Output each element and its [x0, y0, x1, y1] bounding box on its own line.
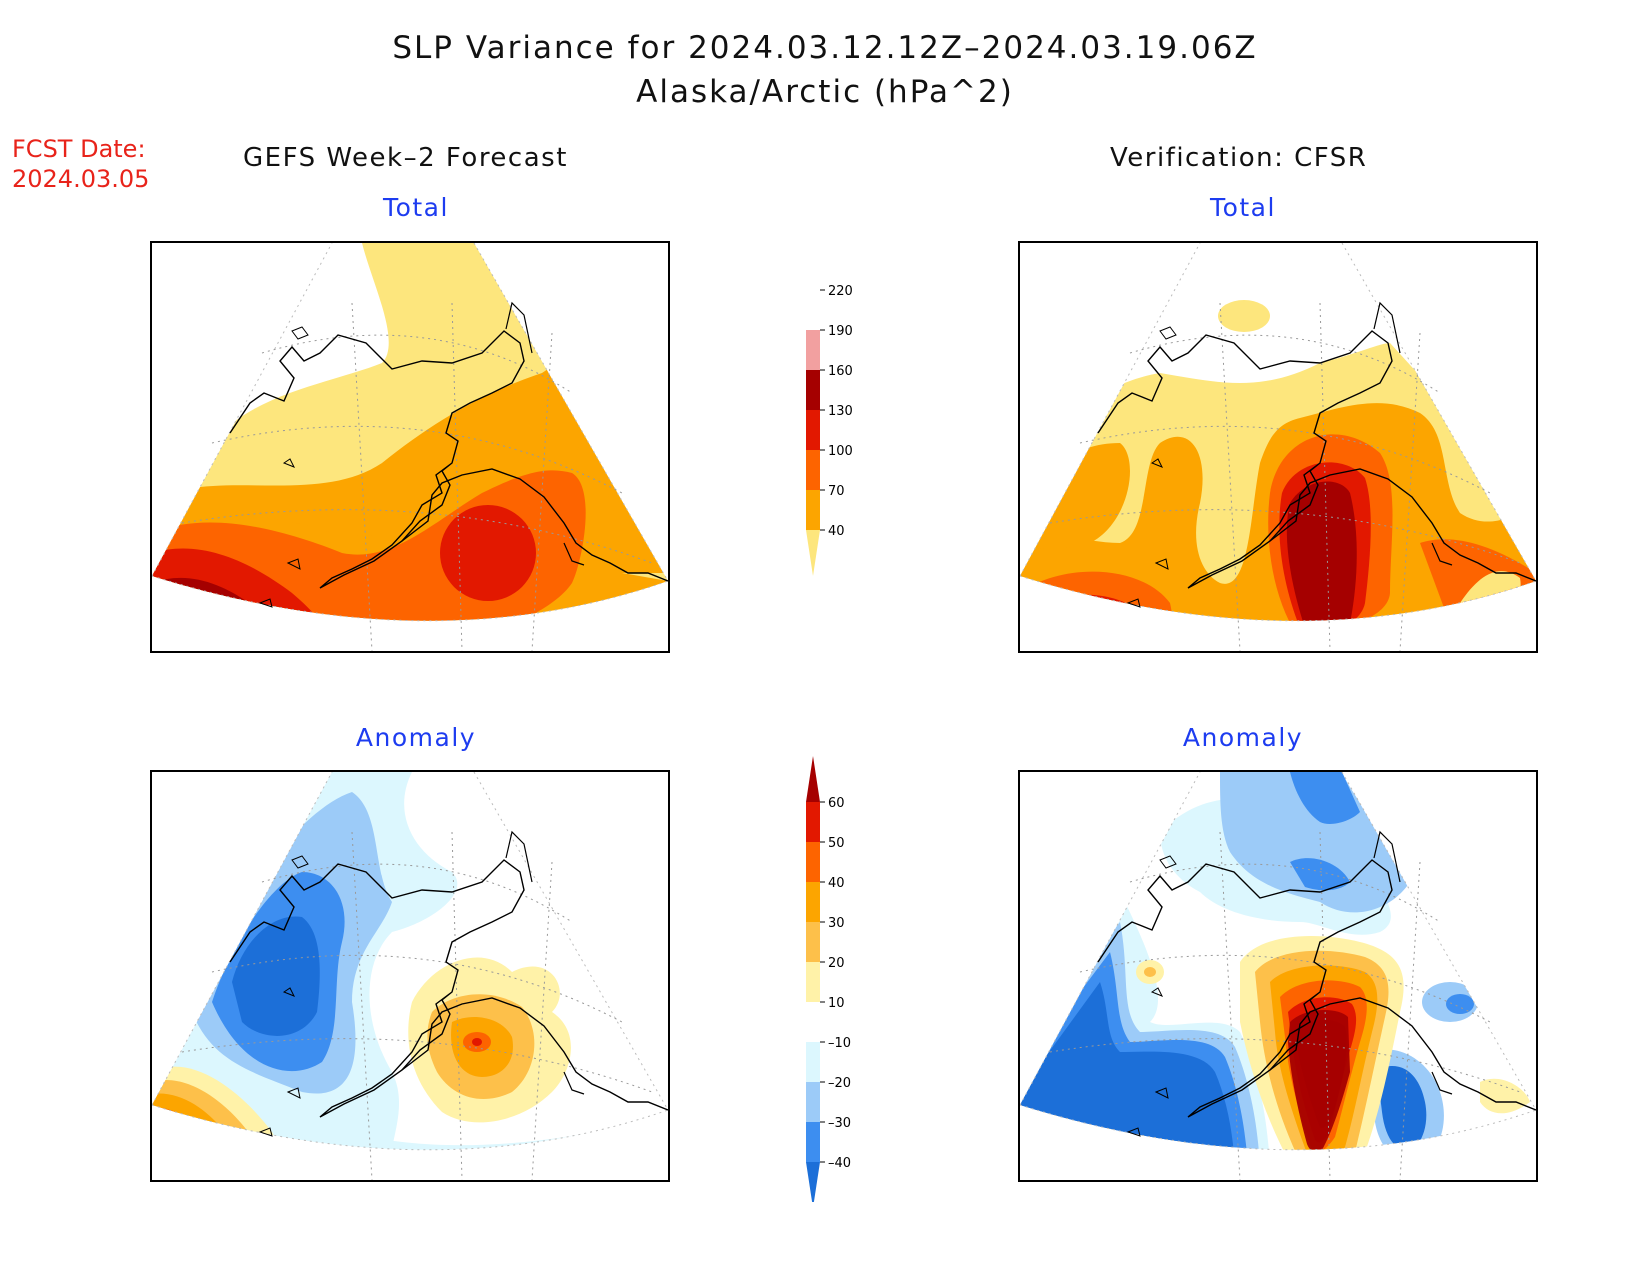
- fcst-date-label: FCST Date:: [12, 135, 146, 163]
- colorbar-tick-label: 40: [828, 876, 845, 891]
- total-verification-label: Total: [1210, 193, 1276, 222]
- colorbar-segment: [806, 922, 820, 962]
- verification-total-map: [1018, 241, 1538, 653]
- colorbar-tick-label: 160: [828, 364, 853, 379]
- colorbar-segment: [806, 370, 820, 410]
- colorbar-segment: [806, 756, 820, 802]
- colorbar-segment: [806, 1002, 820, 1042]
- forecast-total-map: [150, 241, 670, 653]
- anomaly-verification-label: Anomaly: [1182, 723, 1304, 752]
- colorbar-segment: [806, 330, 820, 370]
- verification-anomaly-map: [1018, 770, 1538, 1182]
- colorbar-tick-label: 100: [828, 444, 853, 459]
- colorbar-segment: [806, 530, 820, 576]
- colorbar-segment: [806, 882, 820, 922]
- colorbar-tick-label: 30: [828, 916, 845, 931]
- colorbar-tick-label: 70: [828, 484, 845, 499]
- fcst-date-value: 2024.03.05: [12, 165, 150, 193]
- cfsr-column-heading: Verification: CFSR: [1110, 143, 1368, 173]
- main-subtitle: Alaska/Arctic (hPa^2): [636, 74, 1014, 110]
- colorbar-tick-label: 50: [828, 836, 845, 851]
- total-colorbar: 40 70 100 130 160 190 220: [806, 284, 853, 576]
- colorbar-segment: [806, 1042, 820, 1082]
- colorbar-tick-label: –40: [828, 1156, 851, 1171]
- colorbar-segment: [806, 802, 820, 842]
- colorbar-segment: [806, 1122, 820, 1162]
- colorbar-segment: [806, 962, 820, 1002]
- main-title: SLP Variance for 2024.03.12.12Z–2024.03.…: [392, 30, 1258, 66]
- colorbar-segment: [806, 1162, 820, 1202]
- gefs-column-heading: GEFS Week–2 Forecast: [243, 143, 568, 173]
- total-forecast-label: Total: [383, 193, 449, 222]
- anomaly-forecast-label: Anomaly: [355, 723, 477, 752]
- colorbar-segment: [806, 410, 820, 450]
- colorbar-tick-label: 60: [828, 796, 845, 811]
- colorbar-tick-label: 40: [828, 524, 845, 539]
- colorbar-segment: [806, 842, 820, 882]
- colorbar-tick-label: –20: [828, 1076, 851, 1091]
- colorbar-segment: [806, 490, 820, 530]
- colorbar-tick-label: 220: [828, 284, 853, 299]
- anomaly-colorbar: –40 –30 –20 –10 10 20 30 40 50 60: [806, 756, 851, 1202]
- colorbar-tick-label: 20: [828, 956, 845, 971]
- colorbar-tick-label: 130: [828, 404, 853, 419]
- colorbar-segment: [806, 1082, 820, 1122]
- colorbar-segment: [806, 284, 820, 330]
- colorbar-segment: [806, 450, 820, 490]
- colorbar-tick-label: –30: [828, 1116, 851, 1131]
- forecast-anomaly-map: [150, 770, 670, 1182]
- colorbar-tick-label: 10: [828, 996, 845, 1011]
- colorbar-tick-label: –10: [828, 1036, 851, 1051]
- colorbar-tick-label: 190: [828, 324, 853, 339]
